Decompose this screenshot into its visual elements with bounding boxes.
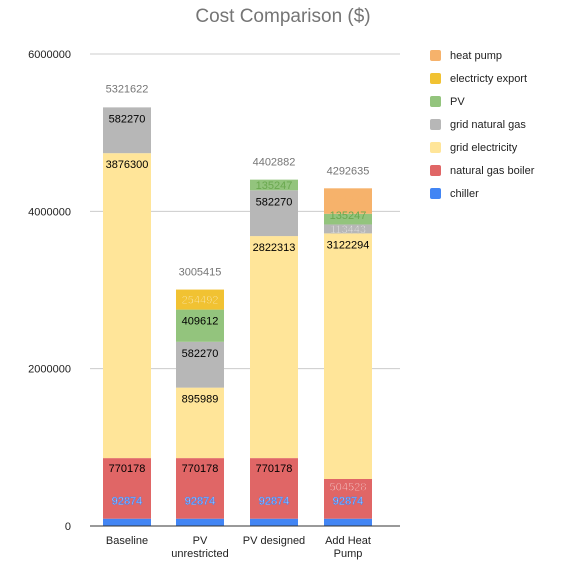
data-label-pv: 135247	[256, 180, 293, 192]
data-label-natural-gas-boiler: 504528	[330, 482, 367, 494]
data-label-grid-natural-gas: 582270	[256, 196, 293, 208]
bar-segment-electricty-export	[176, 289, 224, 310]
bar-segment-chiller	[103, 518, 151, 526]
data-label-grid-electricity: 3122294	[327, 239, 370, 251]
legend-label: heat pump	[450, 49, 502, 62]
legend-label: grid electricity	[450, 141, 518, 154]
data-label-electricty-export: 254492	[182, 295, 219, 307]
data-label-pv: 409612	[182, 316, 219, 328]
legend-item-heat-pump: heat pump	[430, 44, 560, 67]
bar-segment-natural-gas-boiler	[103, 458, 151, 519]
y-tick-label: 0	[65, 521, 71, 533]
legend-label: chiller	[450, 187, 479, 200]
legend-label: grid natural gas	[450, 118, 526, 131]
bar-segment-grid-natural-gas	[324, 224, 372, 234]
bar-segment-natural-gas-boiler	[176, 458, 224, 519]
data-label-heat-pump: 324249	[330, 194, 367, 206]
legend-item-grid-electricity: grid electricity	[430, 136, 560, 159]
legend-item-electricty-export: electricty export	[430, 67, 560, 90]
x-tick-label: Add Heat	[325, 535, 371, 547]
legend-label: electricty export	[450, 72, 528, 85]
total-label: 5321622	[106, 83, 149, 95]
bar-segment-chiller	[250, 518, 298, 526]
legend-swatch	[430, 73, 441, 84]
x-tick-label: Pump	[334, 548, 363, 560]
legend-label: PV	[450, 95, 465, 108]
data-label-grid-electricity: 3876300	[106, 159, 149, 171]
bar-segment-pv	[324, 213, 372, 225]
x-tick-label: unrestricted	[171, 548, 228, 560]
legend-swatch	[430, 188, 441, 199]
chart-legend: heat pump electricty export PV grid natural…	[430, 44, 560, 205]
y-tick-label: 4000000	[28, 206, 71, 218]
legend-item-chiller: chiller	[430, 182, 560, 205]
bar-segment-chiller	[324, 518, 372, 526]
data-label-grid-natural-gas: 113443	[330, 224, 366, 236]
legend-item-pv: PV	[430, 90, 560, 113]
x-tick-label: PV	[193, 535, 208, 547]
total-label: 4292635	[327, 165, 370, 177]
y-tick-label: 6000000	[28, 49, 71, 61]
data-label-chiller: 92874	[259, 496, 290, 508]
bar-segment-pv	[176, 309, 224, 342]
bar-segment-grid-electricity	[324, 233, 372, 480]
legend-swatch	[430, 96, 441, 107]
legend-item-grid-natural-gas: grid natural gas	[430, 113, 560, 136]
legend-item-natural-gas-boiler: natural gas boiler	[430, 159, 560, 182]
data-label-grid-electricity: 895989	[182, 394, 219, 406]
data-label-natural-gas-boiler: 770178	[182, 463, 219, 475]
bar-segment-chiller	[176, 518, 224, 526]
bar-segment-natural-gas-boiler	[324, 479, 372, 519]
bar-segment-grid-natural-gas	[176, 341, 224, 388]
x-tick-label: PV designed	[243, 535, 305, 547]
data-label-chiller: 92874	[185, 496, 216, 508]
bar-segment-grid-electricity	[250, 236, 298, 459]
total-label: 4402882	[253, 157, 296, 169]
x-tick-label: Baseline	[106, 535, 148, 547]
bar-segment-grid-electricity	[176, 387, 224, 459]
y-tick-label: 2000000	[28, 364, 71, 376]
legend-swatch	[430, 119, 441, 130]
data-label-pv: 135247	[330, 210, 367, 222]
data-label-grid-electricity: 2822313	[253, 242, 296, 254]
bar-segment-pv	[250, 179, 298, 191]
bar-segment-natural-gas-boiler	[250, 458, 298, 519]
data-label-chiller: 92874	[112, 496, 143, 508]
legend-swatch	[430, 142, 441, 153]
bar-segment-heat-pump	[324, 188, 372, 214]
data-label-grid-natural-gas: 582270	[109, 113, 146, 125]
data-label-grid-natural-gas: 582270	[182, 348, 219, 360]
legend-swatch	[430, 50, 441, 61]
data-label-chiller: 92874	[333, 496, 364, 508]
data-label-natural-gas-boiler: 770178	[109, 463, 146, 475]
legend-swatch	[430, 165, 441, 176]
chart-title: Cost Comparison ($)	[195, 6, 371, 27]
bar-segment-grid-electricity	[103, 153, 151, 459]
legend-label: natural gas boiler	[450, 164, 535, 177]
total-label: 3005415	[179, 267, 222, 279]
bar-segment-grid-natural-gas	[103, 107, 151, 154]
bar-segment-grid-natural-gas	[250, 190, 298, 237]
data-label-natural-gas-boiler: 770178	[256, 463, 293, 475]
